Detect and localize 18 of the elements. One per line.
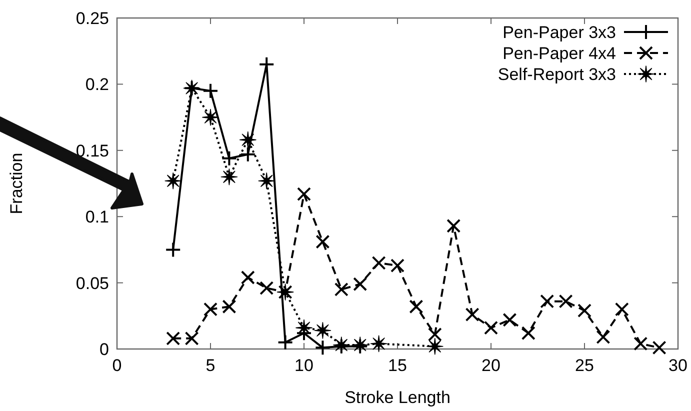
- legend-label: Pen-Paper 4x4: [502, 44, 616, 63]
- x-tick-label: 15: [388, 356, 407, 375]
- x-tick-label: 20: [482, 356, 500, 375]
- y-tick-label: 0.15: [76, 141, 109, 160]
- x-tick-label: 0: [112, 356, 122, 375]
- x-tick-label: 25: [575, 356, 594, 375]
- x-tick-label: 30: [668, 356, 688, 375]
- y-tick-label: 0.25: [76, 9, 109, 28]
- legend-label: Self-Report 3x3: [498, 65, 616, 84]
- x-tick-label: 5: [206, 356, 216, 375]
- y-tick-label: 0: [100, 340, 109, 359]
- y-axis-title: Fraction: [7, 152, 26, 214]
- y-tick-label: 0.1: [85, 208, 109, 227]
- legend-label: Pen-Paper 3x3: [502, 23, 616, 42]
- x-tick-label: 10: [294, 356, 314, 375]
- y-tick-label: 0.2: [85, 75, 109, 94]
- x-axis-title: Stroke Length: [344, 388, 450, 407]
- y-tick-label: 0.05: [76, 274, 109, 293]
